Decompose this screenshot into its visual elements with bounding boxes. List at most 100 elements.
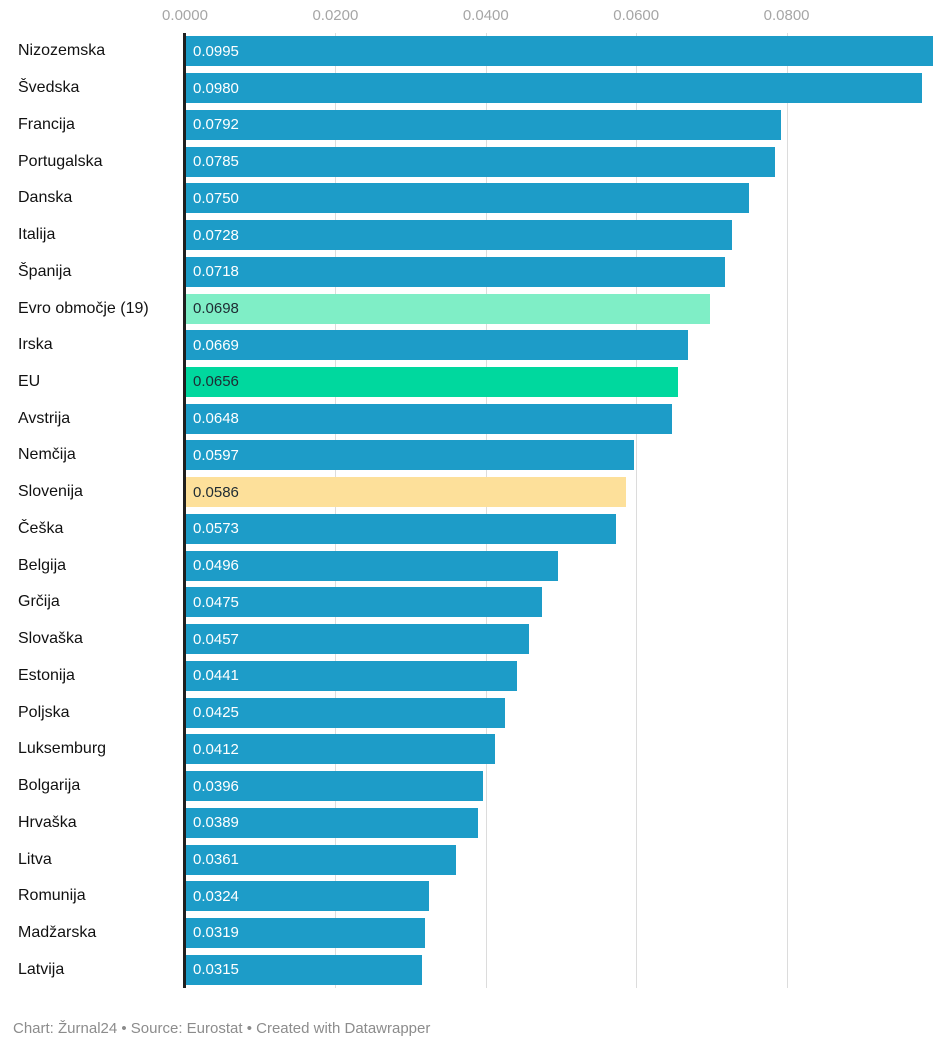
bar-track: 0.0728 (185, 220, 940, 251)
bar-row: Slovaška 0.0457 (0, 621, 940, 658)
bar-value-label: 0.0728 (193, 226, 239, 244)
row-label: Estonija (18, 666, 75, 684)
x-axis-tick-label: 0.0600 (613, 7, 660, 24)
bar-track: 0.0324 (185, 881, 940, 912)
bar-track: 0.0698 (185, 293, 940, 324)
row-label: Bolgarija (18, 777, 81, 795)
bar-track: 0.0750 (185, 183, 940, 214)
bar-track: 0.0475 (185, 587, 940, 618)
bar: 0.0750 (185, 183, 749, 214)
x-axis-tick-labels: 0.0000 0.0200 0.0400 0.0600 0.0800 (162, 0, 940, 33)
bar-value-label: 0.0718 (193, 263, 239, 281)
row-label: Nemčija (18, 446, 76, 464)
bar: 0.0412 (185, 734, 495, 765)
bar-chart-plot: Nizozemska 0.0995 Švedska 0.0980 Francija 0.0… (0, 33, 940, 988)
bar-value-label: 0.0785 (193, 153, 239, 171)
bar-row: Poljska 0.0425 (0, 694, 940, 731)
bar: 0.0425 (185, 697, 505, 728)
bar-row: Avstrija 0.0648 (0, 400, 940, 437)
row-label: Španija (18, 262, 72, 280)
row-label: Irska (18, 336, 53, 354)
row-label: Italija (18, 226, 56, 244)
row-label: Nizozemska (18, 42, 106, 60)
bar-row: EU 0.0656 (0, 364, 940, 401)
bar-track: 0.0361 (185, 844, 940, 875)
row-label: Slovaška (18, 630, 83, 648)
bar-value-label: 0.0389 (193, 814, 239, 832)
bar-row: Evro območje (19) 0.0698 (0, 290, 940, 327)
row-label: Romunija (18, 887, 86, 905)
bar-row: Hrvaška 0.0389 (0, 804, 940, 841)
bar-track: 0.0669 (185, 330, 940, 361)
bar-row: Litva 0.0361 (0, 841, 940, 878)
bar: 0.0718 (185, 256, 725, 287)
x-axis-tick-label: 0.0800 (763, 7, 810, 24)
bar: 0.0785 (185, 146, 776, 177)
bar: 0.0361 (185, 844, 457, 875)
row-label: Avstrija (18, 409, 71, 427)
row-label: Poljska (18, 703, 70, 721)
bar-value-label: 0.0496 (193, 557, 239, 575)
bar: 0.0792 (185, 109, 781, 140)
row-label: Češka (18, 519, 64, 537)
bar-row: Slovenija 0.0586 (0, 474, 940, 511)
bar-value-label: 0.0648 (193, 410, 239, 428)
bar-row: Nemčija 0.0597 (0, 437, 940, 474)
bar: 0.0586 (185, 477, 626, 508)
bar: 0.0980 (185, 73, 922, 104)
bar-track: 0.0412 (185, 734, 940, 765)
bar-row: Danska 0.0750 (0, 180, 940, 217)
bar-value-label: 0.0656 (193, 373, 239, 391)
bar-track: 0.0573 (185, 513, 940, 544)
row-label: Švedska (18, 79, 80, 97)
bar-track: 0.0315 (185, 954, 940, 985)
grid-layer (185, 33, 940, 988)
bar-row: Grčija 0.0475 (0, 584, 940, 621)
bar: 0.0496 (185, 550, 558, 581)
bar: 0.0315 (185, 954, 422, 985)
bar-row: Nizozemska 0.0995 (0, 33, 940, 70)
x-axis-tick-label: 0.0200 (312, 7, 359, 24)
x-axis: 0.0000 0.0200 0.0400 0.0600 0.0800 (0, 0, 940, 33)
bar: 0.0656 (185, 366, 679, 397)
x-axis-tick-label: 0.0000 (162, 7, 208, 24)
bar-row: Romunija 0.0324 (0, 878, 940, 915)
gridline (485, 33, 487, 988)
bar: 0.0597 (185, 440, 634, 471)
bar-track: 0.0457 (185, 624, 940, 655)
bar-row: Portugalska 0.0785 (0, 143, 940, 180)
bar-row: Francija 0.0792 (0, 106, 940, 143)
bar-row: Madžarska 0.0319 (0, 915, 940, 952)
row-label: Litva (18, 850, 52, 868)
bar-value-label: 0.0995 (193, 42, 239, 60)
x-axis-tick-label: 0.0400 (462, 7, 509, 24)
bar: 0.0648 (185, 403, 673, 434)
row-label: Slovenija (18, 483, 83, 501)
bar-value-label: 0.0792 (193, 116, 239, 134)
row-label: Portugalska (18, 152, 103, 170)
bar-value-label: 0.0586 (193, 483, 239, 501)
zero-axis-line (183, 33, 186, 988)
bar-track: 0.0396 (185, 771, 940, 802)
bar-row: Irska 0.0669 (0, 327, 940, 364)
bar: 0.0573 (185, 513, 616, 544)
bar-track: 0.0980 (185, 73, 940, 104)
bar: 0.0698 (185, 293, 710, 324)
row-label: Grčija (18, 593, 60, 611)
bar-value-label: 0.0573 (193, 520, 239, 538)
row-label: Madžarska (18, 923, 97, 941)
bar-track: 0.0648 (185, 403, 940, 434)
bar-track: 0.0319 (185, 917, 940, 948)
bar: 0.0389 (185, 807, 478, 838)
row-label: Belgija (18, 556, 67, 574)
bar-row: Belgija 0.0496 (0, 547, 940, 584)
bar-track: 0.0586 (185, 477, 940, 508)
bar: 0.0441 (185, 660, 517, 691)
row-label: Danska (18, 189, 73, 207)
bar: 0.0457 (185, 624, 529, 655)
row-label: Hrvaška (18, 813, 77, 831)
bar-value-label: 0.0396 (193, 777, 239, 795)
row-label: Luksemburg (18, 740, 107, 758)
bar-track: 0.0389 (185, 807, 940, 838)
